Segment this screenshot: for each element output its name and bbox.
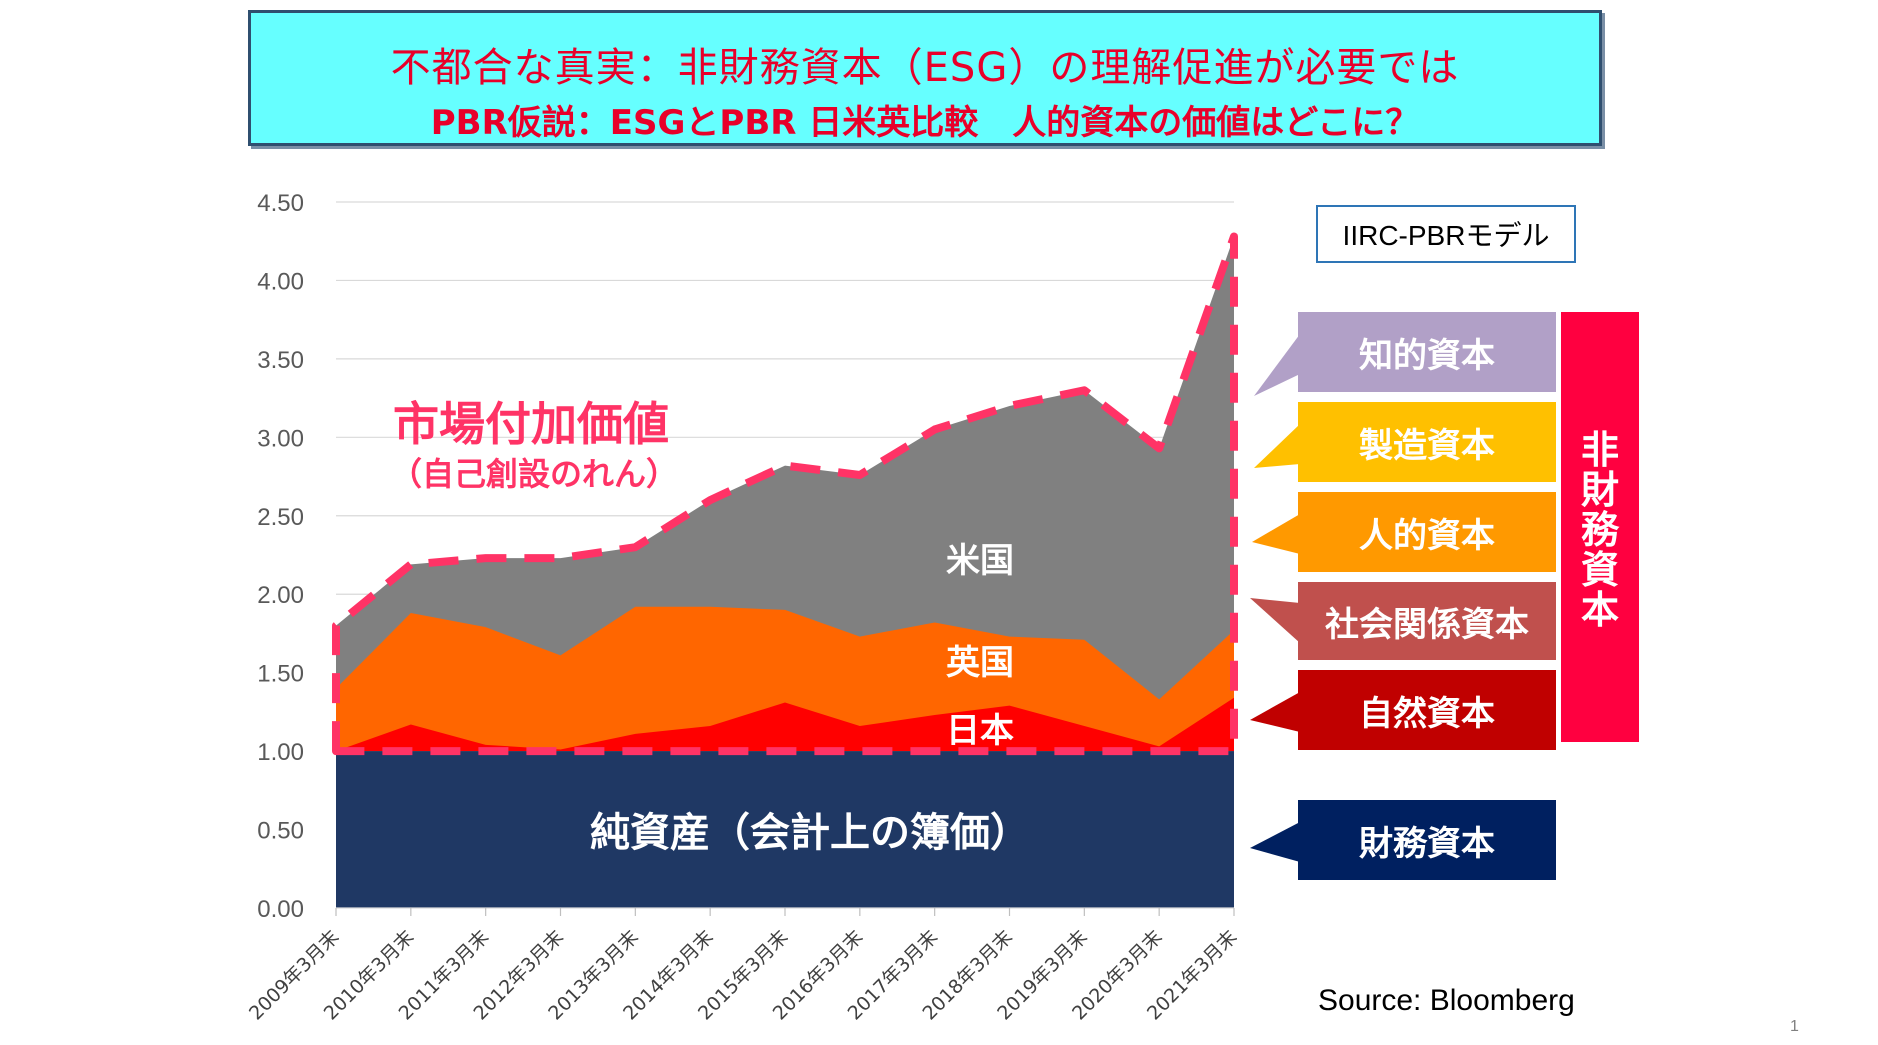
market-value-sublabel: （自己創設のれん） [390, 455, 678, 493]
capital-label-1: 知的資本 [1298, 312, 1556, 392]
y-tick-label: 3.50 [257, 347, 304, 374]
capital-label-3: 人的資本 [1298, 492, 1556, 572]
source-note: Source: Bloomberg [1318, 984, 1575, 1017]
capital-callout-2 [1254, 424, 1300, 468]
capital-callout-6 [1250, 822, 1300, 862]
y-tick-label: 4.50 [257, 190, 304, 217]
capital-label-6: 財務資本 [1298, 800, 1556, 880]
y-tick-label: 3.00 [257, 425, 304, 452]
title-line-1: 不都合な真実：非財務資本（ESG）の理解促進が必要では [390, 45, 1460, 91]
area-series-1 [336, 236, 1234, 752]
y-tick-label: 2.00 [257, 582, 304, 609]
title-banner: 不都合な真実：非財務資本（ESG）の理解促進が必要では PBR仮説：ESGとPB… [248, 10, 1602, 146]
capital-label-2: 製造資本 [1298, 402, 1556, 482]
capital-callout-3 [1252, 514, 1300, 554]
non-financial-char: 務 [1580, 508, 1619, 552]
series-label: 英国 [946, 643, 1014, 683]
capital-callout-4 [1250, 598, 1300, 643]
model-label-box: IIRC-PBRモデル [1316, 205, 1576, 263]
market-value-label: 市場付加価値 [393, 397, 669, 451]
series-label: 米国 [946, 541, 1014, 581]
y-tick-label: 0.50 [257, 818, 304, 845]
non-financial-capital-label: 非財務資本 [1561, 430, 1639, 630]
y-tick-label: 2.50 [257, 504, 304, 531]
y-tick-label: 4.00 [257, 268, 304, 295]
area-series-3 [336, 697, 1234, 752]
capital-callout-5 [1250, 692, 1300, 732]
capital-callout-1 [1254, 334, 1300, 396]
series-label: 日本 [946, 711, 1014, 751]
non-financial-char: 本 [1580, 588, 1619, 632]
non-financial-char: 資 [1580, 548, 1619, 592]
y-tick-label: 0.00 [257, 896, 304, 923]
y-tick-label: 1.50 [257, 661, 304, 688]
market-value-outline [332, 232, 1238, 756]
non-financial-capital-bar: 非財務資本 [1561, 312, 1639, 742]
capital-label-4: 社会関係資本 [1298, 582, 1556, 660]
page-number: 1 [1790, 1018, 1799, 1035]
book-value-area [336, 751, 1234, 908]
capital-label-5: 自然資本 [1298, 670, 1556, 750]
y-tick-label: 1.00 [257, 739, 304, 766]
non-financial-char: 非 [1580, 428, 1619, 472]
book-value-label: 純資産（会計上の簿価） [590, 810, 1030, 856]
title-line-2: PBR仮説：ESGとPBR 日米英比較 人的資本の価値はどこに？ [430, 103, 1420, 143]
non-financial-char: 財 [1580, 468, 1619, 512]
